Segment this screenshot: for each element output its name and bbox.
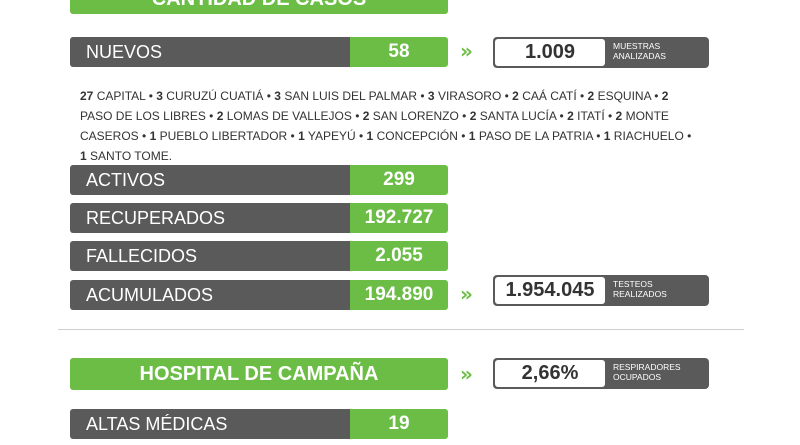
city-item: 3 VIRASORO (428, 89, 501, 103)
testeos-value: 1.954.045 (495, 277, 605, 304)
fallecidos-value: 2.055 (350, 241, 448, 271)
city-count: 2 (216, 109, 224, 123)
city-count: 2 (587, 89, 595, 103)
acumulados-label: ACUMULADOS (70, 280, 350, 310)
city-name: PASO DE LOS LIBRES (80, 109, 206, 123)
city-name: ITATÍ (577, 109, 605, 123)
city-count: 1 (603, 129, 611, 143)
city-count: 3 (156, 89, 163, 103)
city-count: 27 (80, 89, 94, 103)
acumulados-value: 194.890 (350, 280, 448, 310)
city-item: 2 SAN LORENZO (363, 109, 459, 123)
city-count: 2 (362, 109, 370, 123)
activos-value: 299 (350, 165, 448, 195)
city-count: 1 (149, 129, 157, 143)
city-item: 1 PUEBLO LIBERTADOR (150, 129, 288, 143)
testeos-caption: TESTEOS REALIZADOS (613, 279, 707, 299)
nuevos-label: NUEVOS (70, 37, 350, 67)
arrow-icon: » (460, 39, 473, 63)
city-item: 2 SANTA LUCÍA (470, 109, 557, 123)
city-item: 3 SAN LUIS DEL PALMAR (274, 89, 417, 103)
muestras-caption: MUESTRAS ANALIZADAS (613, 41, 707, 61)
section-divider (58, 329, 744, 330)
city-count: 3 (274, 89, 281, 103)
city-count: 3 (427, 89, 435, 103)
cases-header: CANTIDAD DE CASOS (70, 0, 448, 14)
city-name: CURUZÚ CUATIÁ (166, 89, 264, 103)
respiradores-caption: RESPIRADORES OCUPADOS (613, 362, 707, 382)
city-name: VIRASORO (437, 89, 502, 103)
city-name: MONTE CASEROS (80, 109, 669, 143)
city-name: CONCEPCIÓN (376, 129, 458, 143)
recuperados-value: 192.727 (350, 203, 448, 233)
city-name: CAPITAL (96, 89, 146, 103)
respiradores-box: 2,66% RESPIRADORES OCUPADOS (493, 358, 709, 389)
arrow-icon: » (460, 362, 473, 386)
muestras-caption-line1: MUESTRAS (613, 41, 661, 51)
city-count: 2 (512, 89, 519, 103)
hospital-header: HOSPITAL DE CAMPAÑA (70, 358, 448, 390)
city-name: SAN LORENZO (372, 109, 459, 123)
city-item: 1 PASO DE LA PATRIA (469, 129, 593, 143)
testeos-box: 1.954.045 TESTEOS REALIZADOS (493, 275, 709, 306)
muestras-box: 1.009 MUESTRAS ANALIZADAS (493, 37, 709, 68)
city-name: PASO DE LA PATRIA (478, 129, 593, 143)
muestras-value: 1.009 (495, 39, 605, 66)
city-item: 2 PASO DE LOS LIBRES (80, 89, 668, 123)
altas-value: 19 (350, 409, 448, 439)
city-item: 2 ITATÍ (567, 109, 605, 123)
activos-label: ACTIVOS (70, 165, 350, 195)
city-count: 1 (468, 129, 476, 143)
city-name: PUEBLO LIBERTADOR (159, 129, 288, 143)
city-name: SAN LUIS DEL PALMAR (284, 89, 418, 103)
muestras-caption-line2: ANALIZADAS (613, 51, 666, 61)
city-count: 2 (469, 109, 477, 123)
city-name: SANTO TOME. (90, 149, 173, 163)
city-count: 2 (615, 109, 623, 123)
fallecidos-label: FALLECIDOS (70, 241, 350, 271)
cities-list: 27 CAPITAL • 3 CURUZÚ CUATIÁ • 3 SAN LUI… (80, 89, 692, 163)
city-item: 2 CAÁ CATÍ (512, 89, 576, 103)
city-item: 1 SANTO TOME. (80, 149, 172, 163)
city-count: 2 (567, 109, 574, 123)
testeos-caption-line1: TESTEOS (613, 279, 653, 289)
city-item: 1 CONCEPCIÓN (367, 129, 458, 143)
city-item: 1 YAPEYÚ (298, 129, 356, 143)
respiradores-caption-line2: OCUPADOS (613, 372, 662, 382)
city-count: 1 (80, 149, 87, 163)
city-item: 2 ESQUINA (588, 89, 651, 103)
city-item: 1 RIACHUELO (604, 129, 684, 143)
city-name: CAÁ CATÍ (522, 89, 577, 103)
city-count: 1 (366, 129, 374, 143)
respiradores-caption-line1: RESPIRADORES (613, 362, 681, 372)
nuevos-value: 58 (350, 37, 448, 67)
city-item: 3 CURUZÚ CUATIÁ (156, 89, 263, 103)
city-count: 1 (298, 129, 305, 143)
city-count: 2 (661, 89, 669, 103)
arrow-icon: » (460, 282, 473, 306)
city-name: YAPEYÚ (307, 129, 356, 143)
city-name: SANTA LUCÍA (479, 109, 557, 123)
city-item: 2 MONTE CASEROS (80, 109, 669, 143)
respiradores-value: 2,66% (495, 360, 605, 387)
city-item: 2 LOMAS DE VALLEJOS (217, 109, 352, 123)
city-name: RIACHUELO (613, 129, 684, 143)
altas-label: ALTAS MÉDICAS (70, 409, 350, 439)
testeos-caption-line2: REALIZADOS (613, 289, 667, 299)
city-item: 27 CAPITAL (80, 89, 145, 103)
recuperados-label: RECUPERADOS (70, 203, 350, 233)
city-name: LOMAS DE VALLEJOS (226, 109, 352, 123)
city-name: ESQUINA (597, 89, 651, 103)
